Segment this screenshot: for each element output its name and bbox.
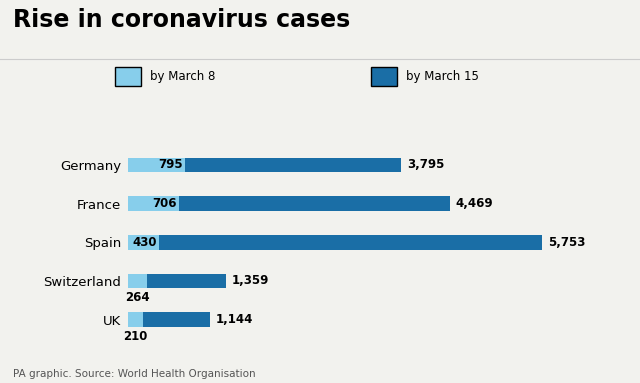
Text: Rise in coronavirus cases: Rise in coronavirus cases xyxy=(13,8,350,32)
Text: 1,359: 1,359 xyxy=(232,274,269,287)
Text: 706: 706 xyxy=(152,197,177,210)
Bar xyxy=(128,196,450,211)
Text: 795: 795 xyxy=(159,159,183,171)
Text: 264: 264 xyxy=(125,291,150,304)
Text: 4,469: 4,469 xyxy=(456,197,493,210)
Text: 5,753: 5,753 xyxy=(548,236,586,249)
Text: PA graphic. Source: World Health Organisation: PA graphic. Source: World Health Organis… xyxy=(13,369,255,379)
Bar xyxy=(128,312,211,327)
Bar xyxy=(128,273,226,288)
Bar xyxy=(128,235,542,250)
Text: by March 15: by March 15 xyxy=(406,70,479,83)
Text: 430: 430 xyxy=(132,236,157,249)
Bar xyxy=(128,235,159,250)
Bar xyxy=(128,312,143,327)
Text: 1,144: 1,144 xyxy=(216,313,253,326)
Text: 210: 210 xyxy=(124,330,148,343)
Bar xyxy=(128,196,179,211)
Bar xyxy=(128,157,185,172)
Bar xyxy=(128,157,401,172)
Text: by March 8: by March 8 xyxy=(150,70,216,83)
Text: 3,795: 3,795 xyxy=(407,159,444,171)
Bar xyxy=(128,273,147,288)
